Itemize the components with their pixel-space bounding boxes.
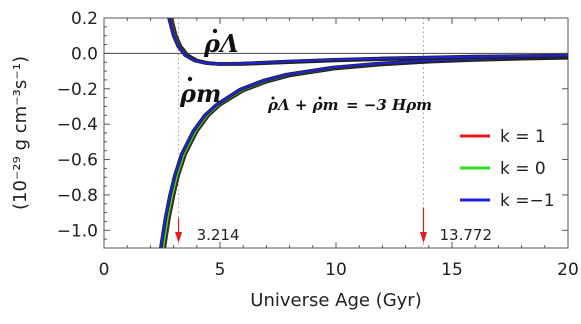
legend-label: k = 0 — [500, 159, 546, 179]
rho-m-kn1-outline — [159, 55, 568, 248]
x-axis-label: Universe Age (Gyr) — [250, 290, 421, 311]
rho-lambda-kn1-line — [168, 18, 568, 65]
legend: k = 1 k = 0 k =−1 — [460, 127, 555, 211]
y-tick-label: −0.2 — [57, 80, 98, 100]
y-tick-label: −0.6 — [57, 151, 98, 171]
svg-text:ρΛ: ρΛ — [203, 29, 239, 58]
y-tick-label: −1.0 — [57, 221, 98, 241]
rho-m-k1-outline — [162, 56, 568, 248]
x-tick-label: 20 — [557, 260, 579, 280]
marker-arrow-head — [175, 232, 183, 243]
marker-arrow-head — [420, 232, 428, 243]
y-tick-label: −0.4 — [57, 115, 98, 135]
rho-m-annotation: ρm — [179, 76, 221, 108]
plot-frame — [103, 17, 569, 249]
legend-label: k =−1 — [500, 191, 555, 211]
relation-dot-2 — [318, 96, 322, 100]
rho-lambda-dot — [212, 28, 218, 34]
x-tick-label: 5 — [215, 260, 226, 280]
x-tick-label: 10 — [325, 260, 347, 280]
marker-label: 3.214 — [197, 226, 240, 244]
y-axis-label: (10⁻²⁹ g cm⁻³s⁻¹) — [10, 56, 31, 210]
y-tick-label: 0.0 — [71, 44, 98, 64]
y-tick-label: −0.8 — [57, 186, 98, 206]
svg-text:ρΛ + ρm: ρΛ + ρm — [267, 96, 338, 114]
marker-label: 13.772 — [440, 226, 493, 244]
x-tick-label: 0 — [99, 260, 110, 280]
rho-m-k1-line — [163, 56, 568, 248]
rho-lambda-annotation: ρΛ — [203, 28, 239, 58]
rho-m-dot — [187, 76, 193, 82]
svg-text:ρm: ρm — [179, 79, 221, 108]
legend-label: k = 1 — [500, 127, 546, 147]
x-tick-label: 15 — [441, 260, 463, 280]
rho-m-k0-outline — [161, 55, 568, 248]
y-tick-label: 0.2 — [71, 9, 98, 29]
rho-m-k0-line — [162, 56, 568, 248]
relation-annotation: ρΛ + ρm = −3 Hρm — [267, 96, 432, 114]
rho-m-kn1-line — [159, 55, 568, 248]
svg-text:= −3 Hρm: = −3 Hρm — [346, 96, 432, 114]
relation-dot-1 — [271, 96, 275, 100]
